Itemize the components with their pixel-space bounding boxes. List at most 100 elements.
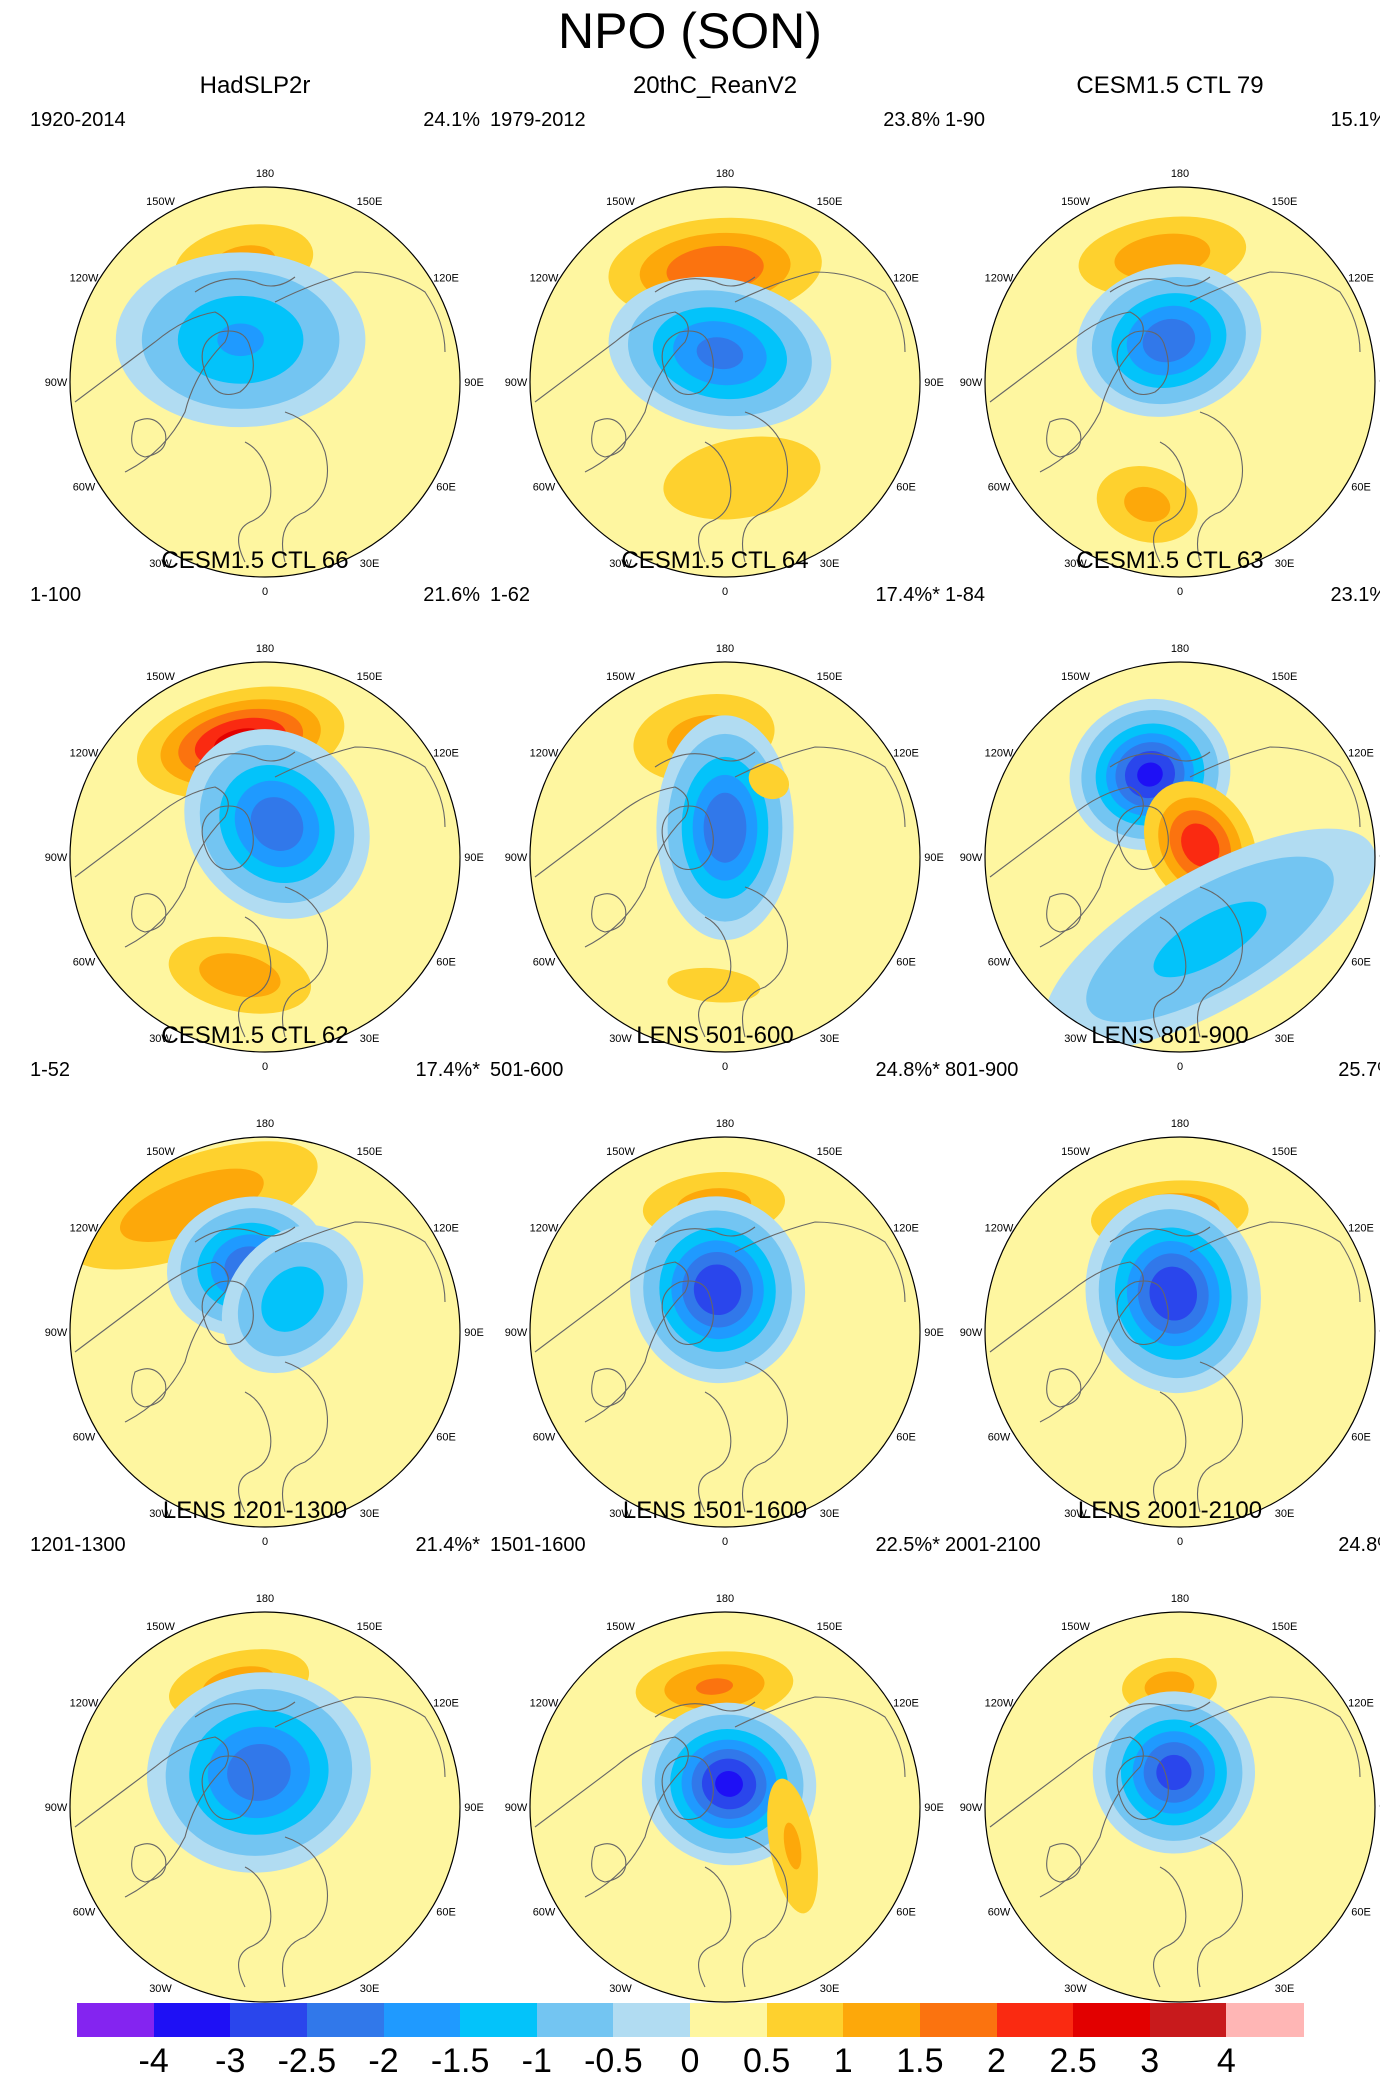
longitude-label: 30W: [149, 558, 172, 570]
longitude-label: 30W: [149, 1033, 172, 1045]
longitude-label: 30W: [1064, 558, 1087, 570]
panel-title: LENS 501-600: [636, 1022, 794, 1049]
longitude-label: 60E: [1351, 1432, 1371, 1444]
longitude-label: 120W: [530, 1698, 559, 1710]
longitude-label: 150E: [1272, 1621, 1298, 1633]
map-outline: [529, 661, 921, 1053]
longitude-label: 180: [256, 1593, 274, 1605]
negative-contour: [217, 323, 264, 357]
longitude-label: 0: [262, 1061, 268, 1073]
longitude-label: 60E: [896, 1432, 916, 1444]
colorbar-swatch: [1073, 2003, 1151, 2037]
longitude-label: 150W: [146, 1146, 175, 1158]
longitude-label: 90W: [45, 1802, 68, 1814]
longitude-label: 120E: [433, 1698, 459, 1710]
anomaly-field: [985, 1137, 1375, 1527]
coastline: [534, 1696, 906, 1988]
longitude-label: 150E: [1272, 1146, 1298, 1158]
map-panel: LENS 1501-1600 1501-1600 22.5%* 180 150E 120E…: [490, 1497, 944, 2023]
longitude-label: 60E: [1351, 957, 1371, 969]
polar-map: 180 150E 120E 90E 60E 30E 0 30W 60W 90W 120W 150W: [505, 168, 944, 598]
panel-title: CESM1.5 CTL 64: [621, 547, 809, 574]
longitude-label: 90W: [45, 1327, 68, 1339]
negative-contour: [261, 1266, 324, 1332]
panel-period: 1-84: [945, 584, 986, 606]
longitude-label: 150E: [357, 1146, 383, 1158]
longitude-label: 120E: [433, 748, 459, 760]
positive-contour: [695, 1678, 734, 1695]
longitude-label: 180: [256, 643, 274, 655]
panel-variance: 24.1%: [423, 109, 480, 131]
longitude-label: 180: [716, 168, 734, 180]
coastline: [989, 746, 1361, 1038]
longitude-label: 90E: [464, 852, 484, 864]
longitude-label: 30W: [609, 1983, 632, 1995]
colorbar-swatch: [766, 2003, 844, 2037]
coastline: [989, 1221, 1361, 1513]
panel-variance: 17.4%*: [415, 1059, 481, 1081]
longitude-label: 90E: [924, 852, 944, 864]
longitude-label: 30W: [149, 1508, 172, 1520]
negative-contour: [1153, 901, 1267, 978]
colorbar-swatch: [306, 2003, 384, 2037]
anomaly-field: [70, 1137, 460, 1527]
colorbar-swatch: [996, 2003, 1074, 2037]
map-panel: LENS 1201-1300 1201-1300 21.4%* 180 150E 120E…: [30, 1497, 484, 2023]
longitude-label: 90E: [924, 377, 944, 389]
anomaly-field: [70, 662, 460, 1052]
longitude-label: 150E: [357, 196, 383, 208]
longitude-label: 60W: [533, 1432, 556, 1444]
map-panel: LENS 801-900801-90025.7%180150E120E90E60…: [945, 1022, 1380, 1548]
colorbar-label: 2: [987, 2042, 1006, 2080]
longitude-label: 120W: [985, 273, 1014, 285]
coastline: [534, 271, 906, 563]
longitude-label: 150W: [606, 1146, 635, 1158]
longitude-label: 60E: [436, 1432, 456, 1444]
negative-contour: [1142, 318, 1196, 363]
longitude-label: 30W: [1064, 1983, 1087, 1995]
longitude-label: 90W: [505, 852, 528, 864]
panel-variance: 21.4%*: [415, 1534, 481, 1556]
longitude-label: 180: [1171, 1593, 1189, 1605]
panel-title: CESM1.5 CTL 79: [1076, 72, 1264, 99]
colorbar-swatch: [230, 2003, 308, 2037]
longitude-label: 150W: [606, 196, 635, 208]
map-panel: CESM1.5 CTL 66 1-100 21.6% 180 150E 120E 90E 60…: [30, 547, 484, 1073]
map-panel: CESM1.5 CTL 62 1-52 17.4%* 180 150E 120E 90E 60…: [30, 1022, 484, 1548]
longitude-label: 120W: [70, 748, 99, 760]
longitude-label: 90E: [924, 1327, 944, 1339]
longitude-label: 120W: [530, 748, 559, 760]
longitude-label: 120W: [70, 273, 99, 285]
map-outline: [529, 186, 921, 578]
anomaly-field: [70, 187, 460, 577]
longitude-label: 90W: [505, 1327, 528, 1339]
colorbar-swatch: [383, 2003, 461, 2037]
positive-contour: [119, 1168, 264, 1243]
longitude-label: 150E: [1272, 196, 1298, 208]
coastline: [74, 271, 446, 563]
panel-title: LENS 801-900: [1091, 1022, 1249, 1049]
map-panel: CESM1.5 CTL 631-8423.1%*180150E120E90E60…: [945, 547, 1380, 1073]
colorbar-label: 1.5: [896, 2042, 944, 2080]
panel-variance: 23.1%*: [1330, 584, 1380, 606]
longitude-label: 90E: [464, 1327, 484, 1339]
longitude-label: 180: [256, 1118, 274, 1130]
longitude-label: 30W: [609, 558, 632, 570]
longitude-label: 30W: [149, 1983, 172, 1995]
figure-title: NPO (SON): [558, 3, 822, 59]
longitude-label: 120E: [433, 1223, 459, 1235]
panel-title: CESM1.5 CTL 66: [161, 547, 349, 574]
longitude-label: 60W: [73, 482, 96, 494]
coastline: [74, 1696, 446, 1988]
polar-map: 180 150E 120E 90E 60E 30E 0 30W 60W 90W 120W 150W: [505, 1118, 944, 1548]
anomaly-field: [70, 1612, 460, 2002]
longitude-label: 120E: [1348, 748, 1374, 760]
longitude-label: 0: [722, 1536, 728, 1548]
longitude-label: 30E: [1275, 1033, 1295, 1045]
longitude-label: 90W: [45, 852, 68, 864]
longitude-label: 0: [262, 1536, 268, 1548]
longitude-label: 0: [1177, 1061, 1183, 1073]
colorbar-swatch: [613, 2003, 691, 2037]
map-outline: [529, 1136, 921, 1528]
colorbar-swatch: [1149, 2003, 1227, 2037]
